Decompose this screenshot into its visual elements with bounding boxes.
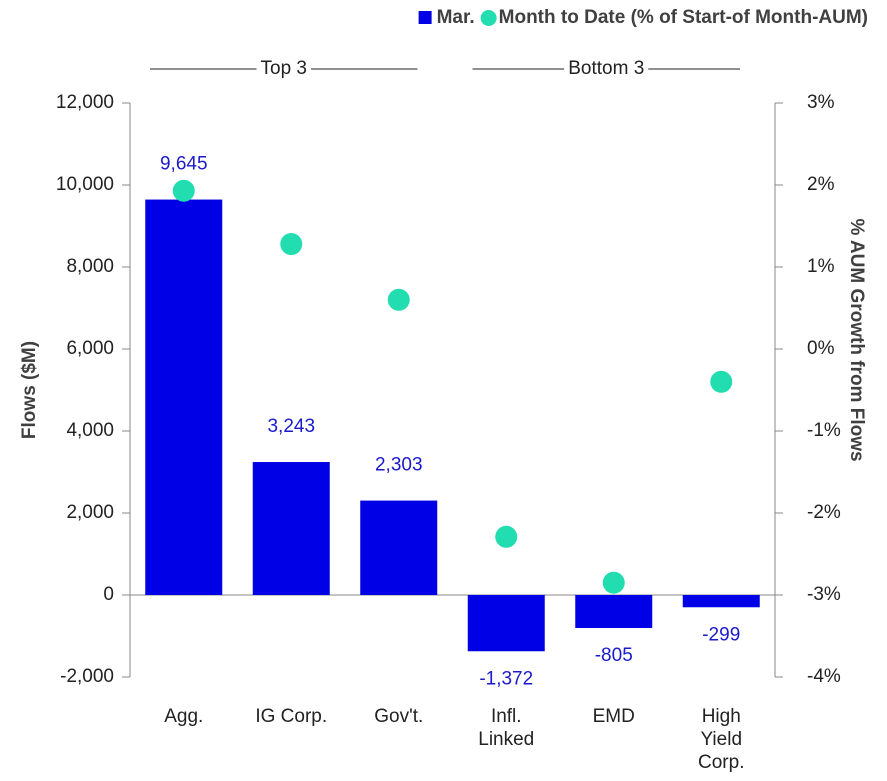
group-label: Bottom 3 (568, 58, 644, 79)
value-label: -805 (595, 645, 633, 666)
y2-tick-label: -1% (807, 420, 841, 441)
y-tick-label: 12,000 (56, 92, 114, 113)
y-tick-label: 4,000 (66, 420, 114, 441)
y2-tick-label: 0% (807, 338, 835, 359)
legend-label: Mar. (437, 7, 475, 28)
bar (145, 199, 223, 595)
x-tick-label: Gov't. (374, 706, 423, 727)
x-tick-label: EMD (593, 706, 635, 727)
x-tick-label: Infl. Linked (478, 706, 534, 750)
dot (387, 288, 410, 311)
x-tick-label: High Yield Corp. (698, 706, 744, 773)
legend-swatch (418, 11, 432, 24)
bar (467, 595, 545, 652)
value-label: -299 (702, 624, 740, 645)
y-tick-label: 6,000 (66, 338, 114, 359)
value-label: 2,303 (375, 455, 423, 476)
y2-tick-label: 1% (807, 256, 835, 277)
y2-axis-title: % AUM Growth from Flows (846, 218, 867, 461)
y2-tick-label: -4% (807, 666, 841, 687)
bar (252, 462, 330, 595)
y-tick-label: 0 (103, 584, 114, 605)
x-tick-label: Agg. (164, 706, 203, 727)
value-label: 3,243 (267, 416, 315, 437)
dot (495, 525, 518, 548)
bar (682, 595, 760, 608)
legend-swatch (480, 10, 497, 26)
value-label: -1,372 (479, 668, 533, 689)
y-tick-label: 10,000 (56, 174, 114, 195)
group-label: Top 3 (261, 58, 307, 79)
x-tick-label: IG Corp. (255, 706, 327, 727)
y2-tick-label: -2% (807, 502, 841, 523)
bar (575, 595, 653, 629)
y-tick-label: 2,000 (66, 502, 114, 523)
dot (172, 179, 195, 202)
y-tick-label: -2,000 (60, 666, 114, 687)
bar (360, 500, 438, 595)
value-label: 9,645 (160, 154, 208, 175)
y-axis-title: Flows ($M) (19, 341, 40, 439)
y-tick-label: 8,000 (66, 256, 114, 277)
dot (280, 233, 303, 256)
y2-tick-label: -3% (807, 584, 841, 605)
dot (602, 571, 625, 594)
y2-tick-label: 3% (807, 92, 835, 113)
y2-tick-label: 2% (807, 174, 835, 195)
legend-label: Month to Date (% of Start-of Month-AUM) (499, 7, 868, 28)
dot (710, 370, 733, 393)
